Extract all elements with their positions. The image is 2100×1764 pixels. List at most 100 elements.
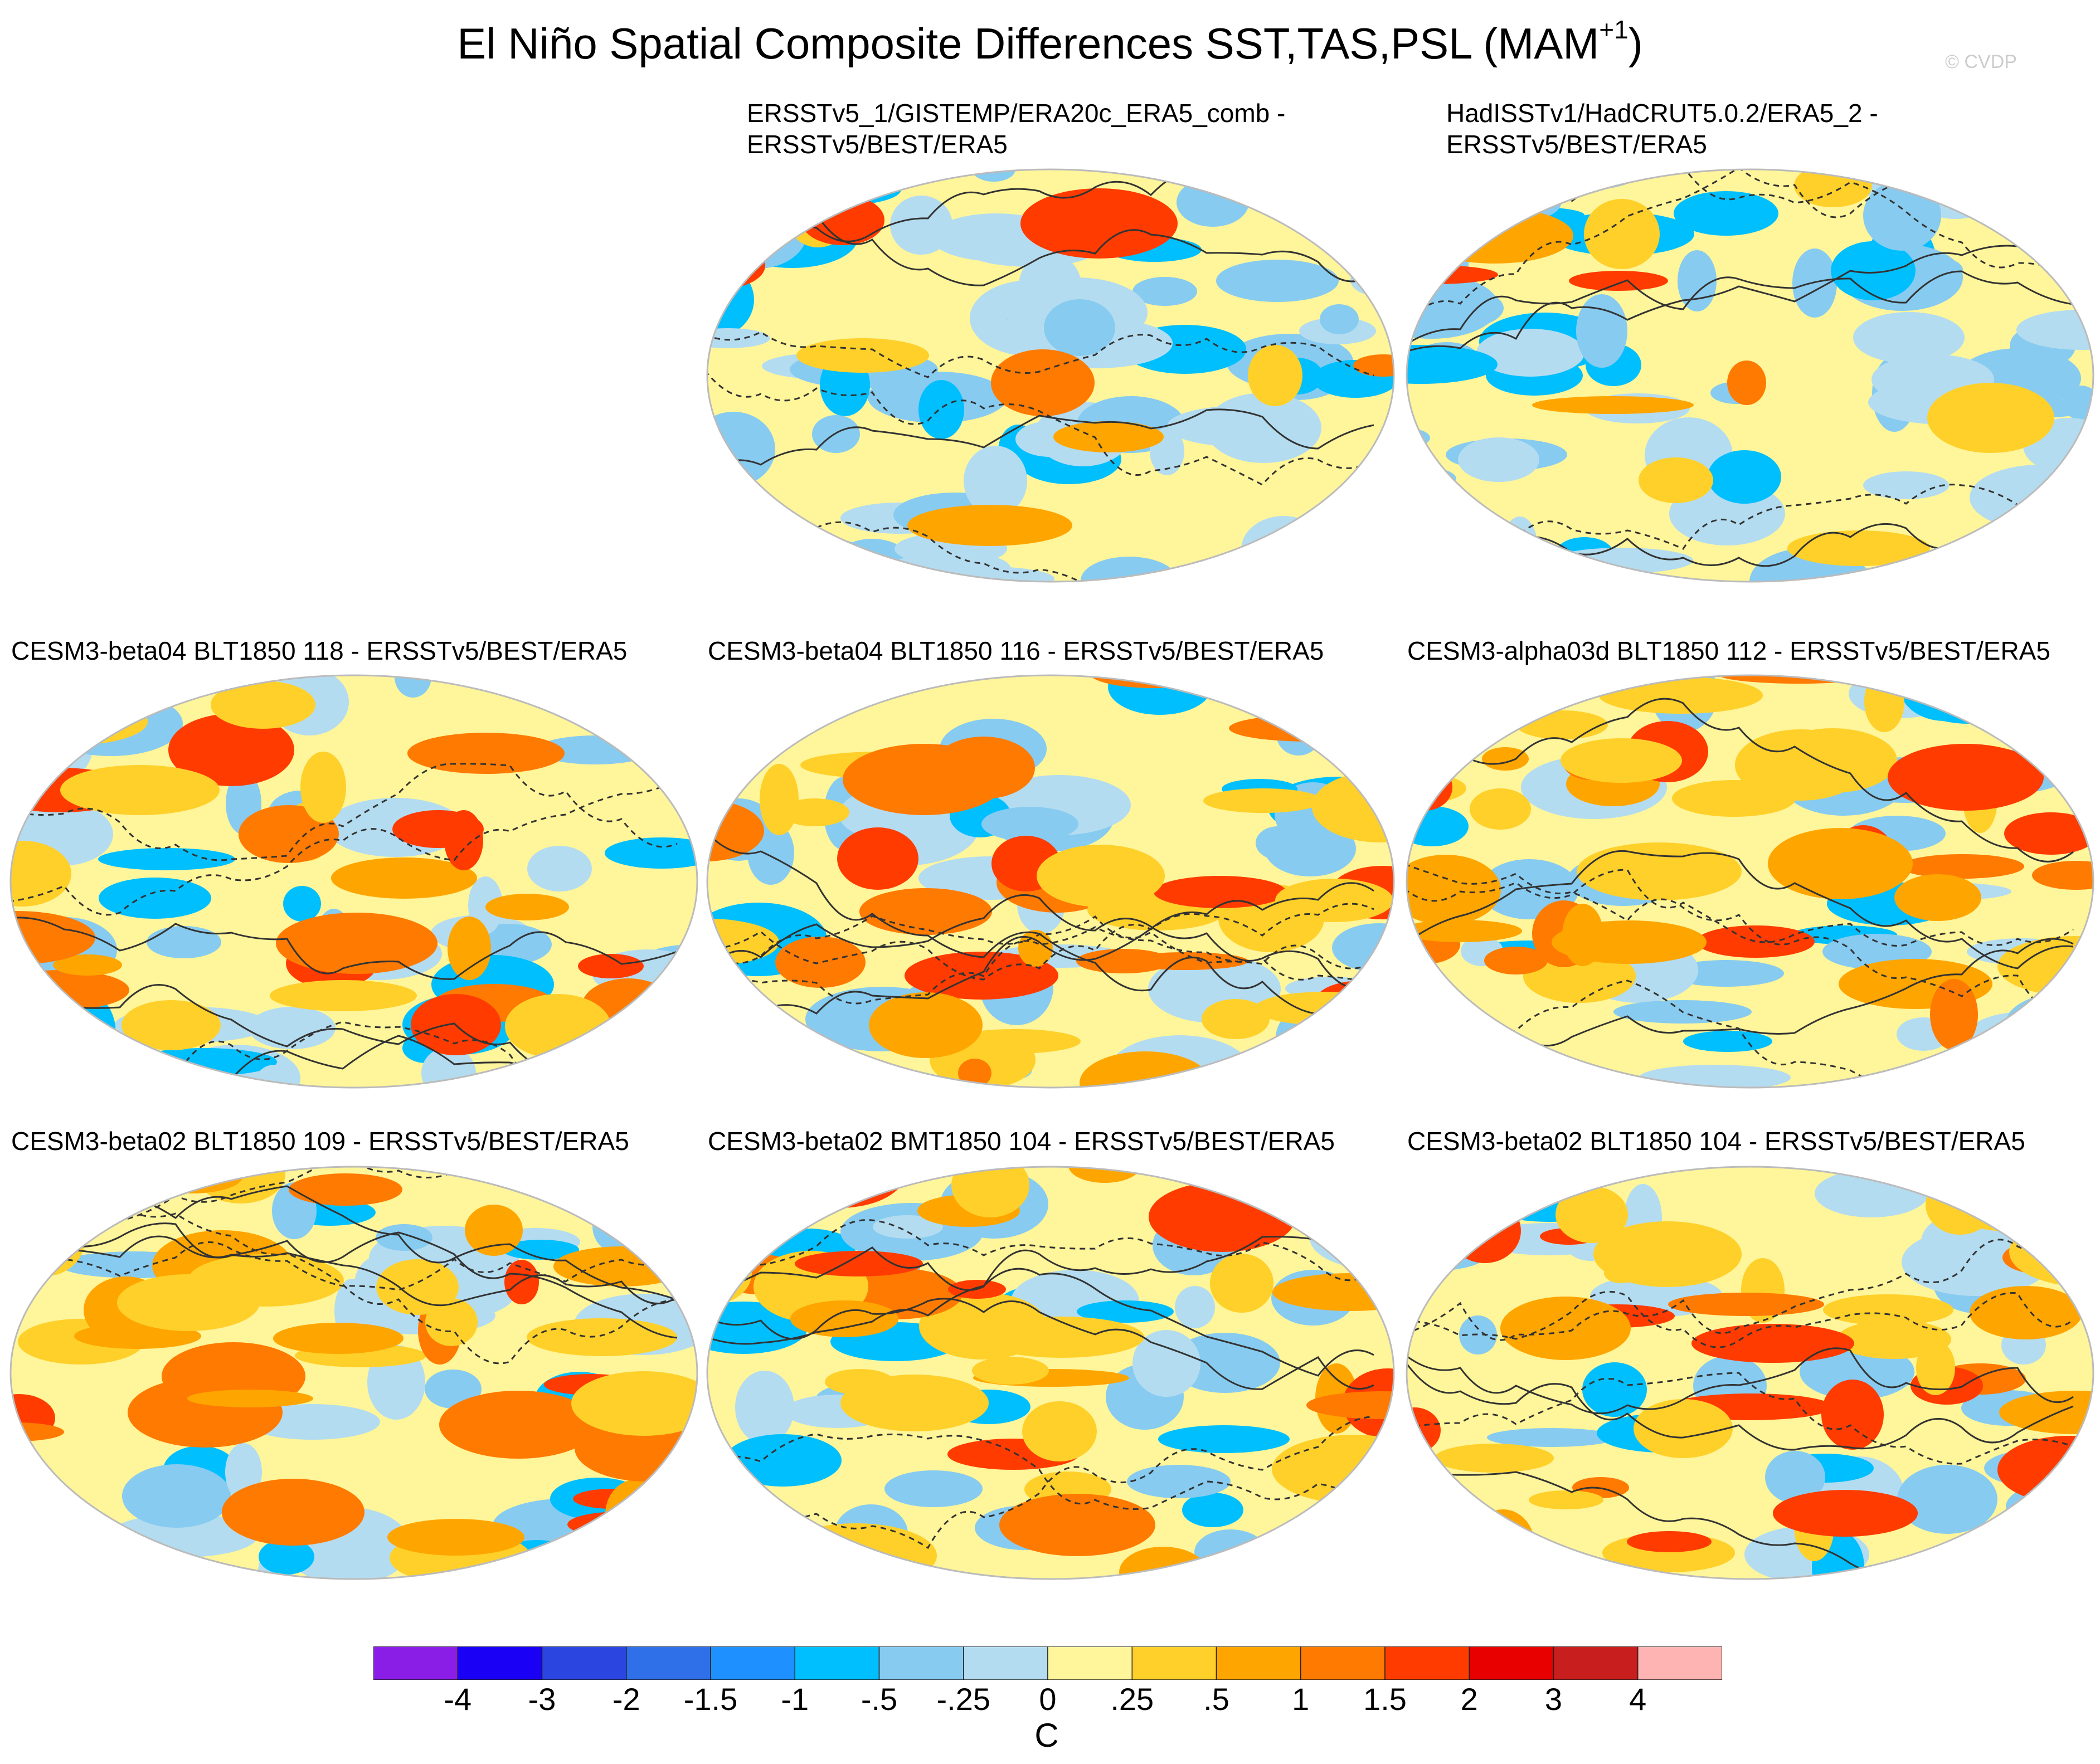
colorbar-swatch — [373, 1646, 458, 1680]
psl-contour — [707, 331, 1374, 378]
anomaly-blob-warm — [1768, 828, 1913, 899]
anomaly-blob-warm — [60, 765, 220, 815]
anomaly-blob-warm — [1529, 1490, 1603, 1509]
anomaly-blob-warm — [1691, 1324, 1854, 1363]
robinson-map — [706, 1166, 1395, 1580]
anomaly-blob-warm — [1599, 677, 1763, 714]
anomaly-blob-warm — [991, 349, 1095, 416]
anomaly-blob-warm — [222, 1479, 364, 1546]
anomaly-blob-cool — [1273, 530, 1370, 549]
panel-title: CESM3-beta04 BLT1850 116 - ERSSTv5/BEST/… — [708, 635, 1324, 666]
anomaly-blob-warm — [1484, 947, 1548, 974]
panel-title: CESM3-beta04 BLT1850 118 - ERSSTv5/BEST/… — [11, 635, 627, 666]
anomaly-blob-warm — [567, 1512, 673, 1537]
anomaly-blob-warm — [1787, 530, 1930, 566]
anomaly-blob-cool — [725, 1206, 803, 1227]
colorbar-swatch — [1047, 1646, 1132, 1680]
anomaly-blob-warm — [1306, 1391, 1394, 1419]
anomaly-blob-cool — [1831, 241, 1916, 300]
panel-title-line2: ERSSTv5/BEST/ERA5 — [747, 130, 1008, 159]
anomaly-blob-cool — [11, 1508, 91, 1554]
anomaly-blob-warm — [121, 1000, 221, 1050]
anomaly-blob-cool — [1863, 471, 1949, 499]
anomaly-blob-cool — [1487, 1428, 1616, 1447]
colorbar-swatch — [1469, 1646, 1554, 1680]
anomaly-blob-cool — [1350, 265, 1394, 295]
psl-contour — [707, 1298, 1374, 1390]
anomaly-blob-cool — [707, 1506, 745, 1551]
psl-contour — [11, 1201, 678, 1365]
panel-title: CESM3-beta02 BLT1850 109 - ERSSTv5/BEST/… — [11, 1125, 629, 1157]
anomaly-blob-warm — [796, 338, 929, 373]
anomaly-blob-cool — [1170, 1333, 1280, 1393]
anomaly-blob-warm — [1018, 930, 1053, 967]
anomaly-blob-warm — [276, 913, 438, 974]
anomaly-blob-warm — [837, 827, 918, 890]
anomaly-blob-warm — [1255, 992, 1393, 1025]
psl-contour — [1407, 698, 2074, 862]
figure-title: El Niño Spatial Composite Differences SS… — [0, 15, 2100, 76]
psl-contour — [11, 779, 678, 916]
robinson-map — [1406, 1166, 2094, 1580]
anomaly-blob-warm — [1584, 199, 1660, 269]
anomaly-blob-cool — [1077, 1300, 1174, 1323]
anomaly-blob-cool — [2025, 188, 2068, 246]
anomaly-blob-cool — [1897, 1465, 1997, 1534]
panel-title: CESM3-beta02 BMT1850 104 - ERSSTv5/BEST/… — [708, 1125, 1335, 1157]
anomaly-blob-warm — [1416, 208, 1573, 264]
psl-contour — [1407, 213, 2074, 353]
panel-title: CESM3-alpha03d BLT1850 112 - ERSSTv5/BES… — [1407, 635, 2050, 666]
panel-title-line1: CESM3-beta02 BLT1850 109 - ERSSTv5/BEST/… — [11, 1127, 629, 1156]
anomaly-blob-warm — [117, 1274, 260, 1331]
anomaly-blob-cool — [707, 328, 770, 348]
anomaly-blob-warm — [128, 1377, 283, 1448]
anomaly-blob-warm — [707, 1073, 838, 1088]
cvdp-watermark: © CVDP — [1945, 51, 2017, 72]
anomaly-blob-cool — [727, 1036, 815, 1088]
anomaly-blob-cool — [2052, 1167, 2093, 1231]
anomaly-blob-cool — [39, 691, 183, 756]
anomaly-blob-cool — [873, 1215, 943, 1239]
anomaly-blob-cool — [707, 538, 765, 555]
anomaly-blob-warm — [1948, 1052, 2054, 1071]
anomaly-blob-warm — [1037, 845, 1165, 907]
anomaly-blob-warm — [51, 675, 146, 699]
psl-contour — [1407, 869, 2074, 947]
colorbar-swatch — [710, 1646, 795, 1680]
panel-title: ERSSTv5_1/GISTEMP/ERA20c_ERA5_comb - ERSS… — [747, 98, 1285, 160]
anomaly-blob-warm — [1470, 788, 1531, 830]
psl-contour — [1407, 1239, 2074, 1341]
anomaly-blob-cool — [1407, 503, 1472, 524]
colorbar-swatch — [1384, 1646, 1470, 1680]
anomaly-blob-cool — [1965, 1044, 2050, 1079]
anomaly-blob-warm — [407, 733, 565, 774]
psl-contour — [11, 917, 678, 980]
panel-title-line1: CESM3-beta02 BLT1850 104 - ERSSTv5/BEST/… — [1407, 1127, 2025, 1156]
anomaly-blob-warm — [11, 1032, 80, 1081]
anomaly-blob-warm — [578, 954, 644, 978]
anomaly-blob-cool — [2034, 1523, 2093, 1565]
anomaly-blob-warm — [273, 1323, 404, 1354]
anomaly-blob-warm — [187, 1390, 313, 1407]
anomaly-blob-warm — [958, 1059, 991, 1088]
anomaly-blob-cool — [502, 1240, 579, 1260]
anomaly-blob-cool — [1442, 1521, 1530, 1576]
colorbar-swatch — [794, 1646, 880, 1680]
anomaly-blob-warm — [1672, 780, 1796, 817]
anomaly-blob-warm — [1516, 710, 1608, 739]
anomaly-blob-cool — [2019, 548, 2093, 582]
colorbar — [373, 1646, 1722, 1680]
anomaly-blob-warm — [859, 888, 992, 935]
anomaly-blob-warm — [1203, 788, 1323, 813]
anomaly-blob-warm — [2032, 861, 2093, 890]
anomaly-blob-cool — [1416, 1057, 1456, 1083]
anomaly-blob-warm — [1696, 925, 1815, 958]
psl-contour — [707, 926, 1374, 1014]
colorbar-tick-label: 0 — [1039, 1682, 1057, 1717]
anomaly-blob-warm — [2004, 812, 2093, 855]
anomaly-blob-warm — [28, 1558, 181, 1579]
colorbar-unit: C — [1034, 1717, 1059, 1754]
map-outline — [1406, 1166, 2094, 1580]
colorbar-tick-label: 1 — [1292, 1682, 1310, 1717]
anomaly-blob-warm — [707, 1499, 780, 1545]
